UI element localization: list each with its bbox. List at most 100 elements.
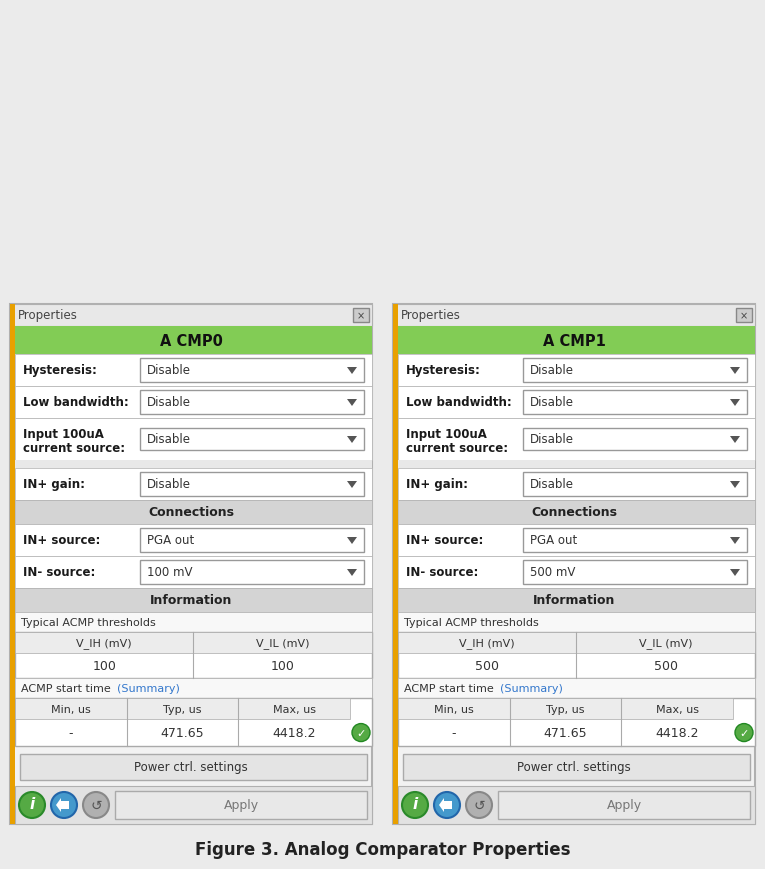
Text: Power ctrl. settings: Power ctrl. settings (517, 760, 631, 773)
Bar (398, 524, 755, 588)
Text: Max, us: Max, us (272, 704, 316, 713)
Bar (398, 387, 755, 419)
Bar (398, 419, 755, 461)
Text: ✓: ✓ (739, 727, 749, 738)
Circle shape (466, 792, 492, 818)
Text: Power ctrl. settings: Power ctrl. settings (134, 760, 248, 773)
Text: i: i (29, 797, 34, 812)
Text: Hysteresis:: Hysteresis: (23, 364, 98, 377)
Bar (15, 524, 372, 556)
Text: IN- source:: IN- source: (406, 566, 478, 579)
Text: ACMP start time: ACMP start time (21, 683, 114, 693)
Circle shape (434, 792, 460, 818)
Text: Min, us: Min, us (434, 704, 474, 713)
Bar (398, 678, 755, 698)
Text: 100: 100 (271, 660, 295, 673)
Bar (15, 501, 372, 524)
Bar (10, 305, 372, 327)
Text: Disable: Disable (530, 433, 574, 446)
Text: A CMP0: A CMP0 (160, 333, 223, 348)
Bar (140, 390, 364, 415)
Text: V_IL (mV): V_IL (mV) (256, 637, 310, 648)
Text: Typical ACMP thresholds: Typical ACMP thresholds (404, 617, 539, 627)
Bar (15, 588, 372, 613)
Bar (140, 473, 364, 496)
Text: 4418.2: 4418.2 (656, 726, 699, 740)
Bar (398, 698, 755, 746)
Bar (10, 327, 372, 355)
Text: Connections: Connections (531, 506, 617, 519)
Bar (140, 359, 364, 382)
Text: Disable: Disable (530, 396, 574, 409)
Text: Properties: Properties (18, 309, 78, 322)
Text: 100: 100 (93, 660, 116, 673)
Text: 500: 500 (654, 660, 678, 673)
Bar (393, 327, 755, 355)
Text: Disable: Disable (147, 478, 191, 491)
Text: IN+ source:: IN+ source: (23, 534, 100, 547)
Text: Figure 3. Analog Comparator Properties: Figure 3. Analog Comparator Properties (195, 840, 570, 858)
Text: 4418.2: 4418.2 (272, 726, 316, 740)
Text: -: - (69, 726, 73, 740)
Bar (398, 468, 755, 501)
Bar (15, 461, 372, 468)
Bar (398, 501, 755, 524)
Text: V_IH (mV): V_IH (mV) (460, 637, 515, 648)
Bar (398, 355, 755, 501)
Text: IN- source:: IN- source: (23, 566, 96, 579)
Text: V_IL (mV): V_IL (mV) (639, 637, 692, 648)
Text: Disable: Disable (147, 396, 191, 409)
Polygon shape (347, 368, 357, 375)
Bar (393, 305, 755, 327)
Bar (15, 387, 372, 419)
Bar (523, 390, 747, 415)
Circle shape (19, 792, 45, 818)
Text: PGA out: PGA out (147, 534, 194, 547)
Polygon shape (439, 798, 452, 812)
Text: Typ, us: Typ, us (163, 704, 202, 713)
Bar (398, 633, 755, 678)
Polygon shape (730, 537, 740, 544)
Bar (523, 428, 747, 450)
Text: Information: Information (532, 594, 615, 607)
Text: 500 mV: 500 mV (530, 566, 575, 579)
Polygon shape (347, 400, 357, 407)
Bar (393, 305, 755, 824)
Text: Properties: Properties (401, 309, 461, 322)
Bar (398, 588, 755, 613)
Bar (15, 698, 372, 746)
Bar (403, 754, 750, 780)
Bar (140, 561, 364, 584)
Polygon shape (347, 436, 357, 443)
Circle shape (735, 724, 753, 742)
Text: current source:: current source: (23, 441, 125, 454)
Bar (140, 428, 364, 450)
Text: ACMP start time: ACMP start time (404, 683, 497, 693)
Polygon shape (730, 481, 740, 488)
Text: 471.65: 471.65 (544, 726, 588, 740)
Text: Low bandwidth:: Low bandwidth: (23, 396, 129, 409)
Text: Typical ACMP thresholds: Typical ACMP thresholds (21, 617, 156, 627)
Bar (398, 698, 733, 720)
Text: Disable: Disable (530, 478, 574, 491)
Bar (523, 473, 747, 496)
Bar (15, 633, 372, 678)
Text: IN+ gain:: IN+ gain: (406, 478, 468, 491)
Polygon shape (347, 537, 357, 544)
Bar (398, 613, 755, 633)
Bar (398, 786, 755, 824)
Text: V_IH (mV): V_IH (mV) (76, 637, 132, 648)
Text: IN+ gain:: IN+ gain: (23, 478, 85, 491)
Circle shape (402, 792, 428, 818)
Text: -: - (451, 726, 456, 740)
Text: Input 100uA: Input 100uA (406, 428, 487, 441)
Bar (20, 754, 367, 780)
Polygon shape (347, 481, 357, 488)
Bar (15, 786, 372, 824)
Bar (15, 633, 372, 653)
Bar (15, 524, 372, 588)
Bar (736, 308, 752, 322)
Bar (140, 528, 364, 553)
Text: Information: Information (150, 594, 233, 607)
Text: ↺: ↺ (474, 798, 485, 812)
